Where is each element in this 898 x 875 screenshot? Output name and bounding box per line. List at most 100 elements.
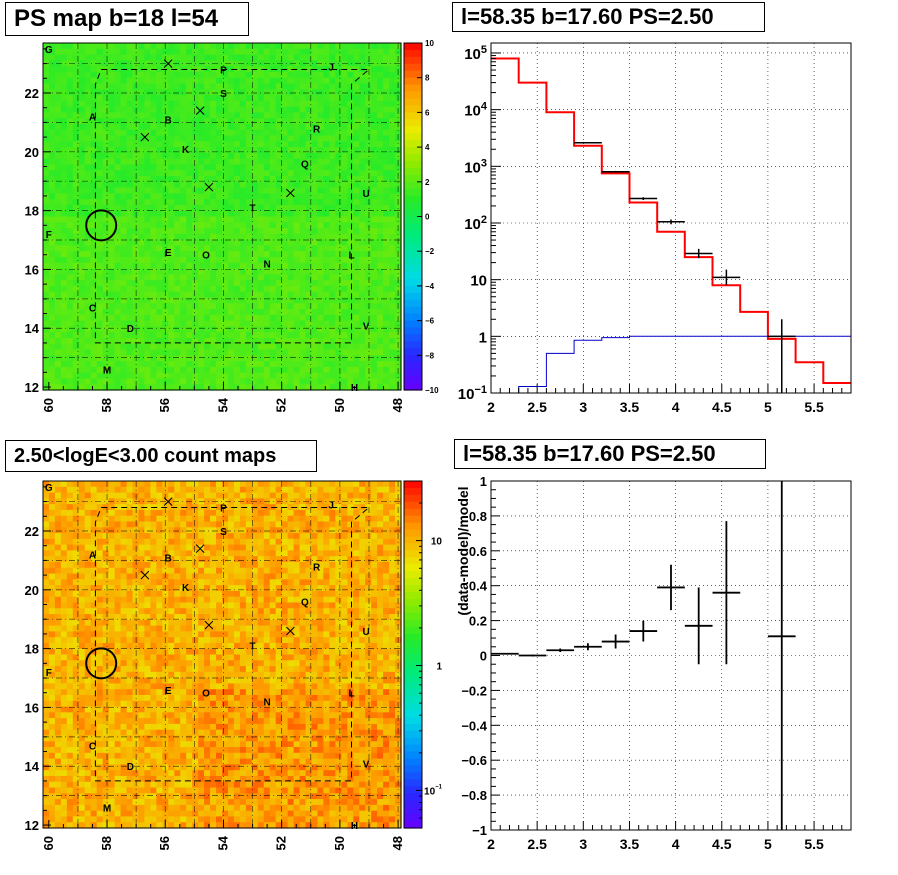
- plot-frame: [42, 42, 402, 391]
- x-tick-label: 2.5: [527, 399, 547, 415]
- colorbar-bin: [404, 181, 422, 190]
- y-tick-label: 102: [464, 214, 487, 233]
- colorbar-bin: [404, 487, 422, 496]
- source-label: G: [45, 483, 53, 494]
- colorbar-bin: [404, 640, 422, 649]
- colorbar-bin: [404, 779, 422, 787]
- residual-point: [546, 648, 575, 653]
- colorbar-bin: [404, 147, 422, 155]
- colorbar-tick-label: 0: [425, 213, 430, 222]
- colorbar-bin: [404, 654, 422, 663]
- colorbar-bin: [404, 585, 422, 593]
- colorbar-bin: [404, 306, 422, 315]
- source-label: N: [263, 260, 270, 271]
- colorbar-bin: [404, 529, 422, 538]
- data-point: [767, 319, 796, 393]
- cross-marker: [204, 182, 214, 192]
- colorbar-bin: [404, 84, 422, 93]
- y-tick-label: 20: [25, 583, 39, 598]
- source-label: J: [328, 501, 334, 512]
- data-point: [629, 197, 658, 200]
- x-tick-label: 50: [332, 836, 347, 850]
- colorbar-bin: [404, 278, 422, 287]
- x-tick-label: 5: [764, 399, 772, 415]
- source-label: T: [250, 204, 256, 215]
- colorbar-bin: [404, 140, 422, 148]
- source-label: M: [103, 803, 111, 814]
- y-tick-label: 22: [25, 524, 39, 539]
- x-tick-label: 52: [274, 398, 289, 412]
- colorbar-bin: [404, 265, 422, 273]
- source-label: B: [165, 553, 172, 564]
- colorbar-bin: [404, 557, 422, 565]
- colorbar-bin: [404, 348, 422, 356]
- colorbar-bin: [404, 77, 422, 86]
- colorbar-bin: [404, 237, 422, 245]
- region-outline: [94, 69, 371, 344]
- y-tick-label: 18: [25, 204, 39, 219]
- colorbar-bin: [404, 133, 422, 141]
- source-label: O: [202, 251, 210, 262]
- colorbar-bin: [404, 63, 422, 72]
- source-label: S: [220, 89, 227, 100]
- x-tick-label: 2.5: [527, 836, 547, 852]
- region-outline: [94, 507, 371, 782]
- data-point: [657, 219, 685, 225]
- residual-title: l=58.35 b=17.60 PS=2.50: [454, 439, 766, 469]
- data-point: [684, 248, 713, 259]
- colorbar-bin: [404, 223, 422, 231]
- source-label: B: [165, 115, 172, 126]
- colorbar-tick-label: −8: [425, 351, 435, 360]
- x-tick-label: 2: [487, 836, 495, 852]
- target-circle: [85, 647, 118, 680]
- x-tick-label: 5.5: [804, 399, 824, 415]
- colorbar-bin: [404, 313, 422, 322]
- y-tick-label: 12: [25, 380, 39, 395]
- x-tick-label: 60: [41, 836, 56, 850]
- x-tick-label: 50: [332, 398, 347, 412]
- colorbar-bin: [404, 786, 422, 794]
- y-tick-label: 14: [25, 759, 40, 774]
- source-label: K: [182, 583, 190, 594]
- colorbar-tick-label: 10: [425, 39, 434, 48]
- colorbar-bin: [404, 341, 422, 349]
- residual-point: [629, 620, 658, 642]
- colorbar-bin: [404, 689, 422, 697]
- y-tick-label: 0.6: [469, 544, 487, 559]
- model-histogram: [491, 57, 851, 384]
- colorbar-bin: [404, 696, 422, 704]
- colorbar-bin: [404, 355, 422, 363]
- y-tick-label: 18: [25, 642, 39, 657]
- count-map-title: 2.50<logE<3.00 count maps: [5, 440, 317, 472]
- colorbar-bin: [404, 668, 422, 676]
- colorbar-bin: [404, 730, 422, 739]
- source-label: R: [313, 124, 321, 135]
- colorbar-bin: [404, 272, 422, 280]
- colorbar-bin: [404, 299, 422, 308]
- colorbar-bin: [404, 793, 422, 801]
- colorbar-bin: [404, 612, 422, 621]
- colorbar-bin: [404, 765, 422, 774]
- cross-marker: [195, 106, 205, 115]
- cross-marker: [286, 188, 295, 198]
- x-tick-label: 54: [215, 835, 230, 850]
- colorbar-bin: [404, 807, 422, 815]
- data-point: [601, 170, 630, 173]
- colorbar-bin: [404, 327, 422, 336]
- colorbar-tick-label: −2: [425, 247, 435, 256]
- colorbar-bin: [404, 126, 422, 134]
- source-label: K: [182, 145, 190, 156]
- x-tick-label: 3: [579, 399, 587, 415]
- y-tick-label: 0.8: [469, 509, 487, 524]
- colorbar-bin: [404, 605, 422, 614]
- colorbar-bin: [404, 675, 422, 683]
- colorbar-bin: [404, 800, 422, 808]
- colorbar-tick-label: 6: [425, 108, 430, 117]
- colorbar-bin: [404, 578, 422, 586]
- colorbar-bin: [404, 682, 422, 690]
- x-tick-label: 54: [215, 397, 230, 412]
- source-label: A: [89, 551, 96, 562]
- y-tick-label: −0.6: [461, 753, 487, 768]
- colorbar-bin: [404, 334, 422, 343]
- x-tick-label: 56: [157, 398, 172, 412]
